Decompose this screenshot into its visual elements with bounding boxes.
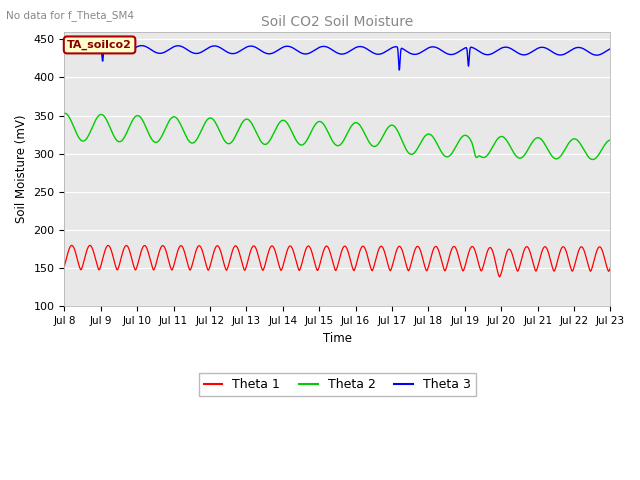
Theta 1 [68, 242, 76, 248]
Theta 1 [61, 263, 68, 269]
Theta 2 [269, 132, 277, 137]
Theta 2 [160, 130, 168, 135]
Theta 1 [416, 246, 424, 252]
Theta 3 [607, 46, 614, 51]
Theta 1 [160, 243, 168, 249]
Theta 2 [61, 110, 68, 116]
Theta 1 [269, 244, 277, 250]
X-axis label: Time: Time [323, 332, 352, 345]
Theta 2 [589, 156, 596, 162]
Line: Theta 1: Theta 1 [65, 245, 611, 277]
Legend: Theta 1, Theta 2, Theta 3: Theta 1, Theta 2, Theta 3 [199, 373, 476, 396]
Theta 2 [468, 140, 476, 146]
Theta 2 [509, 149, 517, 155]
Theta 2 [61, 110, 68, 116]
Theta 3 [509, 48, 517, 53]
Theta 1 [496, 274, 504, 280]
Theta 3 [468, 45, 476, 50]
Line: Theta 2: Theta 2 [65, 113, 611, 159]
Theta 3 [388, 45, 396, 51]
Theta 1 [388, 264, 396, 270]
Theta 3 [61, 44, 68, 49]
Y-axis label: Soil Moisture (mV): Soil Moisture (mV) [15, 115, 28, 223]
Text: TA_soilco2: TA_soilco2 [67, 40, 132, 50]
Theta 3 [65, 42, 73, 48]
Theta 3 [416, 50, 424, 56]
Theta 2 [416, 142, 424, 148]
Theta 3 [396, 67, 403, 73]
Line: Theta 3: Theta 3 [65, 45, 611, 70]
Theta 1 [468, 244, 476, 250]
Text: No data for f_Theta_SM4: No data for f_Theta_SM4 [6, 10, 134, 21]
Theta 2 [607, 137, 614, 143]
Theta 3 [269, 50, 277, 56]
Theta 1 [607, 264, 614, 270]
Theta 2 [388, 122, 396, 128]
Theta 3 [160, 49, 168, 55]
Title: Soil CO2 Soil Moisture: Soil CO2 Soil Moisture [261, 15, 413, 29]
Theta 1 [509, 256, 517, 262]
